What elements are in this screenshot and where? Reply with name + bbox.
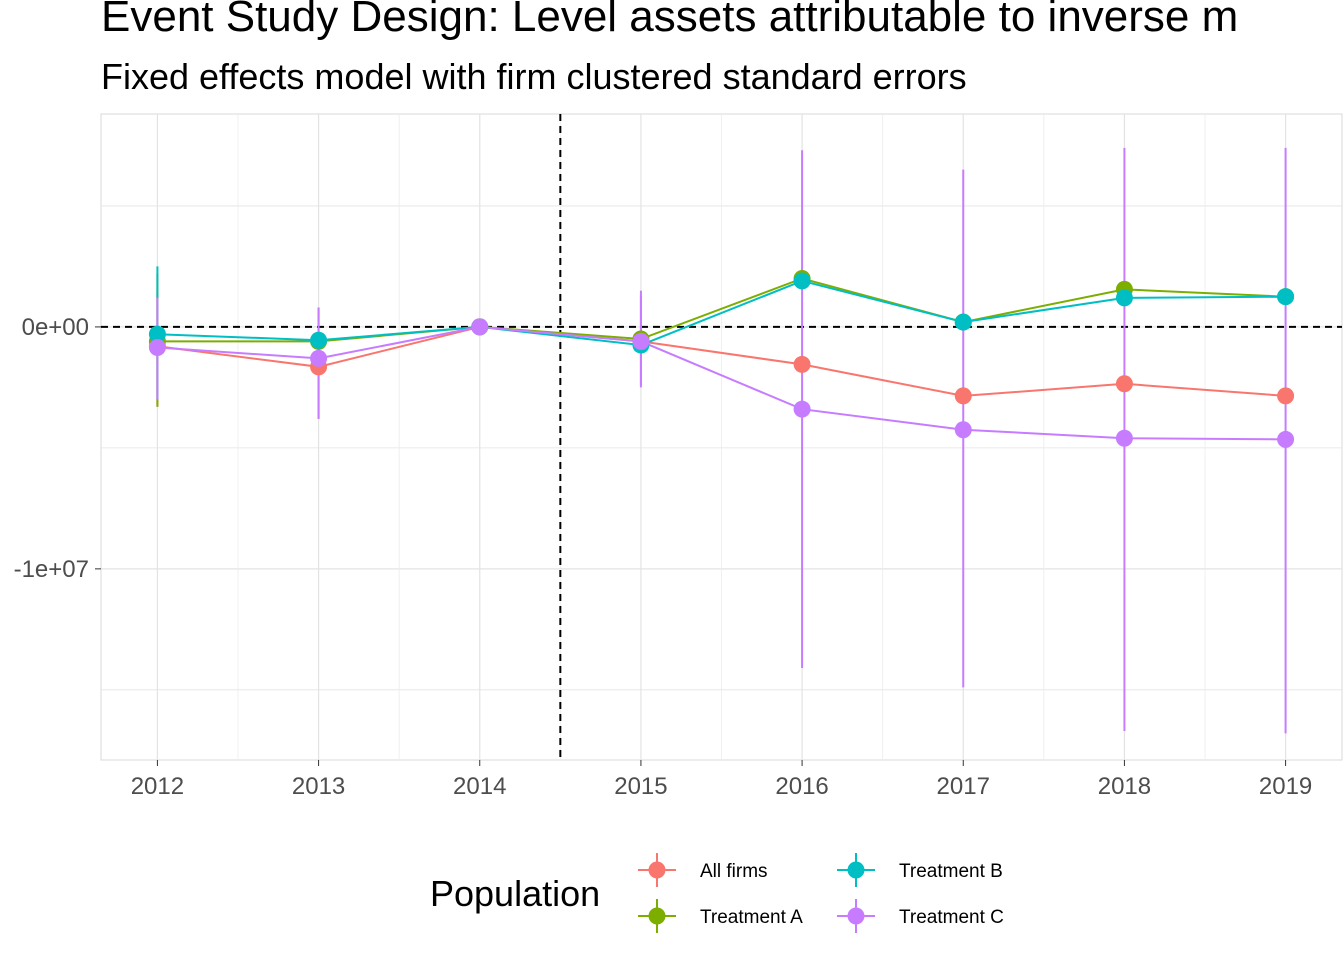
data-point-all-firms <box>954 387 972 405</box>
data-point-treatment-b <box>310 331 328 349</box>
legend-item-treatment-b: Treatment B <box>837 853 1003 887</box>
data-point-treatment-b <box>1277 288 1295 306</box>
data-point-treatment-c <box>632 332 650 350</box>
data-point-treatment-b <box>793 272 811 290</box>
legend-items: All firms Treatment A Treatment B Treatment… <box>638 853 1004 933</box>
legend: Population All firms Treatment A Treatment… <box>430 853 1004 933</box>
x-tick-label: 2015 <box>614 773 667 800</box>
legend-title: Population <box>430 873 600 914</box>
legend-key-point <box>648 907 666 925</box>
legend-label: Treatment A <box>700 907 803 928</box>
legend-item-all-firms: All firms <box>638 853 768 887</box>
series-points <box>148 270 1295 448</box>
y-tick-label: -1e+07 <box>14 556 89 583</box>
data-point-treatment-c <box>793 400 811 418</box>
legend-key-point <box>847 907 865 925</box>
y-tick-label: 0e+00 <box>22 314 89 341</box>
x-tick-label: 2016 <box>775 773 828 800</box>
x-tick-label: 2012 <box>131 773 184 800</box>
series-line-treatment-b <box>157 279 1286 347</box>
data-point-treatment-c <box>310 349 328 367</box>
data-point-treatment-c <box>471 318 489 336</box>
x-tick-label: 2014 <box>453 773 506 800</box>
x-tick-label: 2019 <box>1259 773 1312 800</box>
data-point-treatment-b <box>954 313 972 331</box>
x-tick-label: 2017 <box>937 773 990 800</box>
series-line-treatment-c <box>157 325 1286 441</box>
chart-title: Event Study Design: Level assets attribu… <box>101 0 1239 41</box>
legend-key-point <box>648 861 666 879</box>
data-point-all-firms <box>1277 387 1295 405</box>
legend-item-treatment-a: Treatment A <box>638 899 803 933</box>
legend-label: Treatment B <box>899 861 1003 882</box>
data-point-all-firms <box>1115 375 1133 393</box>
series-line-all-firms <box>157 325 1286 397</box>
data-point-treatment-c <box>954 421 972 439</box>
legend-label: All firms <box>700 861 768 882</box>
x-tick-label: 2018 <box>1098 773 1151 800</box>
legend-label: Treatment C <box>899 907 1004 928</box>
x-tick-label: 2013 <box>292 773 345 800</box>
legend-item-treatment-c: Treatment C <box>837 899 1004 933</box>
axes: 2012 2013 2014 2015 2016 2017 2018 2019 0e+00 -1e… <box>14 314 1313 800</box>
data-point-treatment-b <box>148 325 166 343</box>
data-point-treatment-b <box>1115 289 1133 307</box>
chart-subtitle: Fixed effects model with firm clustered … <box>101 56 967 97</box>
series-lines <box>157 277 1286 441</box>
legend-key-point <box>847 861 865 879</box>
data-point-treatment-c <box>148 338 166 356</box>
data-point-treatment-c <box>1277 430 1295 448</box>
data-point-all-firms <box>793 355 811 373</box>
reference-lines <box>101 114 1342 760</box>
data-point-treatment-c <box>1115 429 1133 447</box>
